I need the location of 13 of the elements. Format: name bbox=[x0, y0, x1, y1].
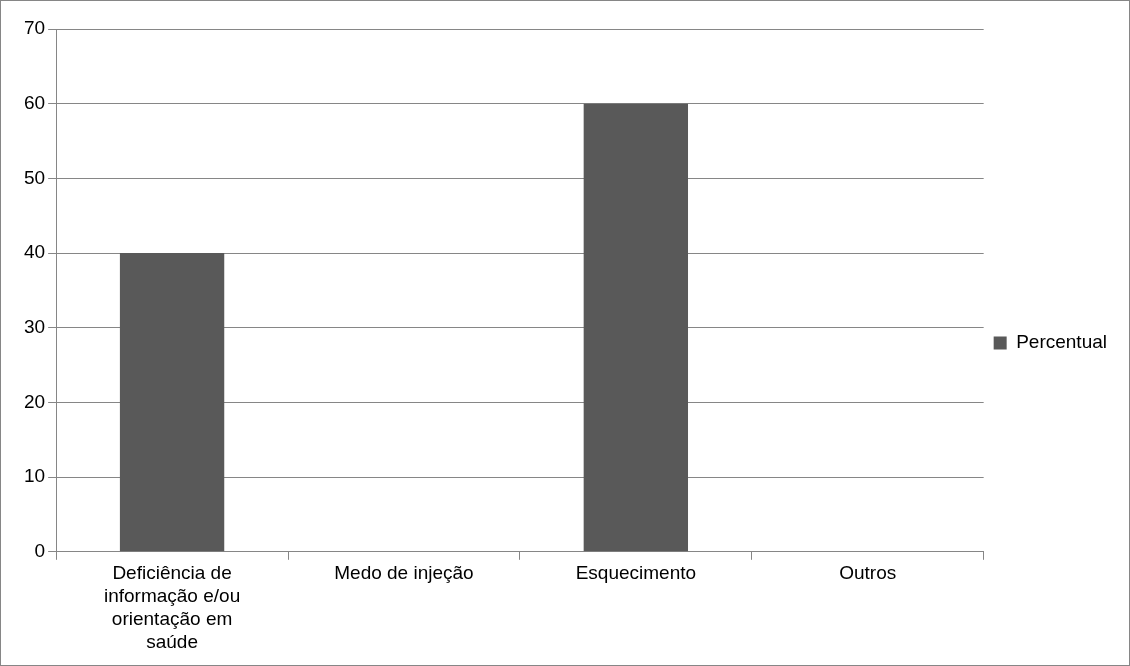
x-tick-label: Deficiência de informação e/ou orientação em saúde bbox=[103, 562, 241, 652]
y-tick-label: 0 bbox=[34, 540, 46, 562]
y-tick-label: 20 bbox=[23, 390, 46, 412]
x-tick-label: Esquecimento bbox=[575, 562, 697, 584]
legend-label: Percentual bbox=[1016, 331, 1108, 353]
y-tick-label: 50 bbox=[23, 166, 46, 188]
y-tick-label: 30 bbox=[23, 315, 46, 337]
y-tick-label: 70 bbox=[23, 17, 46, 39]
y-tick-label: 60 bbox=[23, 91, 46, 113]
x-tick-label: Medo de injeção bbox=[334, 562, 474, 584]
y-tick-label: 40 bbox=[23, 241, 46, 263]
y-tick-label: 10 bbox=[23, 465, 46, 487]
x-tick-label: Outros bbox=[839, 562, 897, 584]
